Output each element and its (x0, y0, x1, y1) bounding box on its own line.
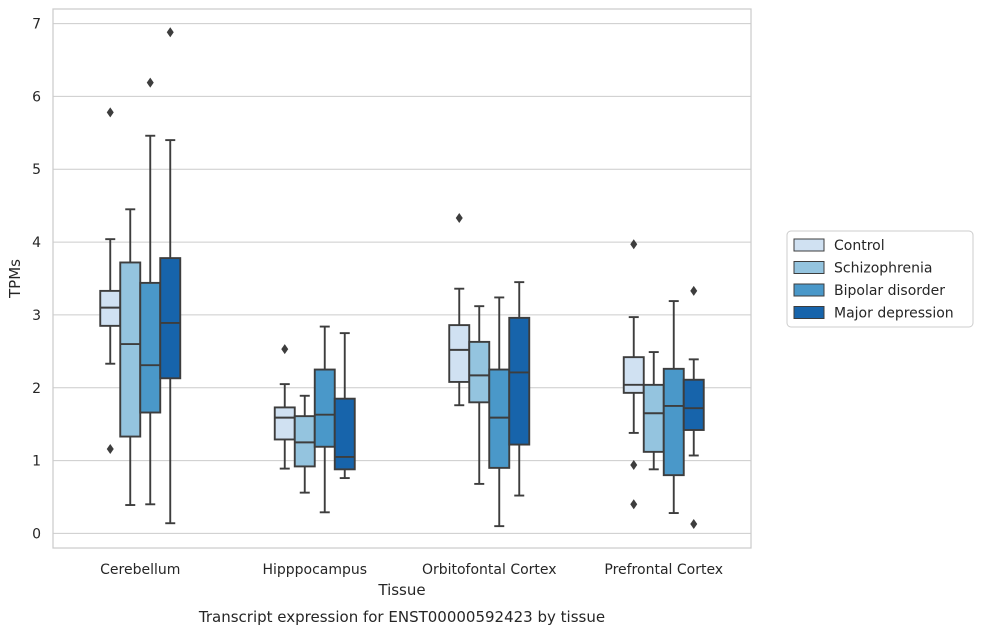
box-iqr (662, 367, 685, 477)
x-tick-label: Prefrontal Cortex (604, 562, 723, 578)
y-tick-label: 6 (32, 89, 41, 105)
y-tick-label: 3 (32, 308, 41, 324)
box-bipolar-disorder (313, 325, 336, 514)
box-control (448, 213, 471, 407)
box-iqr (333, 397, 356, 471)
legend-swatch (793, 238, 825, 252)
box-iqr (313, 368, 336, 448)
legend-swatch (793, 306, 825, 319)
box-major-depression (333, 332, 356, 480)
x-tick-label: Hipppocampus (262, 562, 367, 578)
box-iqr (119, 261, 142, 438)
box-schizophrenia (293, 394, 316, 494)
box-control (99, 107, 122, 454)
outlier-point (630, 239, 638, 250)
box-schizophrenia (642, 351, 665, 471)
x-tick-label: Orbitofontal Cortex (422, 562, 557, 578)
box-major-depression (159, 27, 182, 525)
x-axis-label: Tissue (377, 581, 425, 599)
box-iqr (468, 340, 491, 404)
box-major-depression (682, 285, 705, 529)
box-bipolar-disorder (662, 300, 685, 514)
outlier-point (281, 344, 289, 355)
box-iqr (682, 378, 705, 431)
x-tick-label: Cerebellum (100, 562, 180, 578)
box-iqr (273, 406, 296, 441)
box-schizophrenia (468, 305, 491, 485)
box-schizophrenia (119, 208, 142, 506)
legend-frame (786, 230, 974, 328)
outlier-point (690, 518, 698, 529)
box-iqr (508, 316, 531, 446)
grid-lines (53, 23, 751, 534)
legend-label: Control (834, 238, 885, 254)
chart-caption: Transcript expression for ENST0000059242… (198, 608, 605, 626)
box-control (273, 344, 296, 470)
y-tick-label: 0 (32, 526, 41, 542)
box-bipolar-disorder (139, 77, 162, 506)
box-iqr (642, 383, 665, 453)
y-tick-label: 1 (32, 454, 41, 470)
outlier-point (630, 459, 638, 470)
box-control (622, 239, 645, 510)
outlier-point (106, 443, 114, 454)
legend-label: Major depression (834, 306, 954, 322)
legend: Control Schizophrenia Bipolar disorder Majo… (786, 230, 974, 328)
y-tick-label: 4 (32, 235, 41, 251)
legend-swatch (793, 283, 825, 297)
outlier-point (166, 27, 174, 38)
tick-labels: 0 1 2 3 4 5 6 7 Cerebellum Hipppocampus Orbitofont… (32, 17, 723, 578)
legend-label: Schizophrenia (834, 261, 932, 277)
box-iqr (139, 281, 162, 414)
y-tick-label: 2 (32, 381, 41, 397)
box-layer (99, 27, 705, 529)
box-iqr (622, 356, 645, 394)
outlier-point (690, 285, 698, 296)
legend-swatch (793, 261, 825, 274)
box-iqr (448, 324, 471, 383)
outlier-point (630, 499, 638, 510)
box-iqr (488, 368, 511, 469)
outlier-point (106, 107, 114, 118)
box-iqr (293, 415, 316, 468)
box-bipolar-disorder (488, 296, 511, 528)
y-tick-label: 7 (32, 17, 41, 33)
box-iqr (159, 257, 182, 380)
y-tick-label: 5 (32, 162, 41, 178)
legend-label: Bipolar disorder (834, 283, 945, 299)
plot-frame (52, 8, 752, 549)
outlier-point (455, 213, 463, 224)
y-axis-label: TPMs (6, 259, 24, 299)
box-major-depression (508, 281, 531, 497)
outlier-point (146, 77, 154, 88)
